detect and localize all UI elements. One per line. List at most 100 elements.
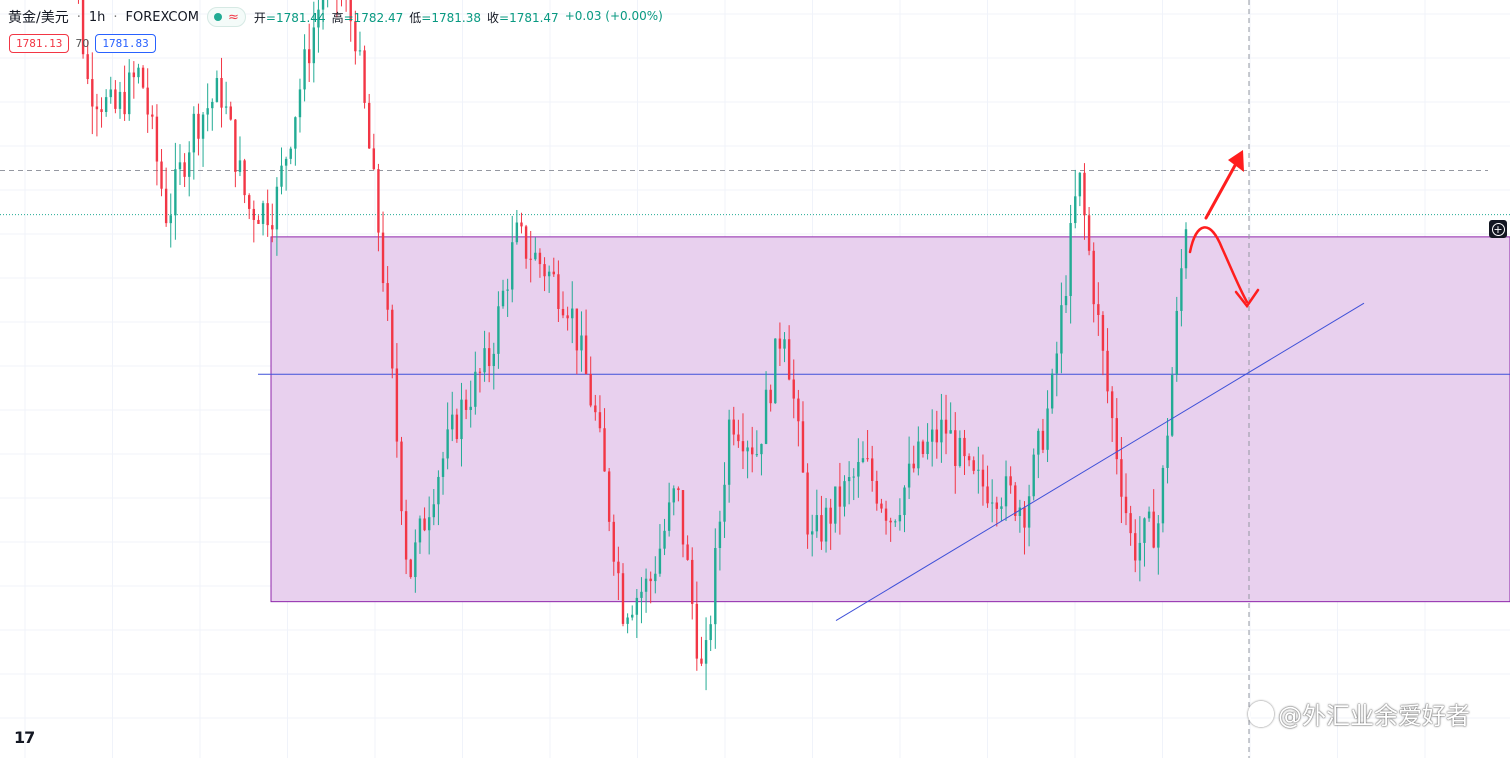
candle-body xyxy=(557,274,560,309)
candle-body xyxy=(1124,496,1128,514)
candle-body xyxy=(870,458,874,481)
annotation-down-arrow-icon xyxy=(1234,288,1260,309)
candle-body xyxy=(944,419,948,434)
candle-body xyxy=(861,458,865,462)
candle-body xyxy=(238,160,242,172)
candle-body xyxy=(824,507,828,542)
interval-label[interactable]: 1h xyxy=(88,9,106,25)
market-status-pill[interactable]: ≈ xyxy=(206,7,246,27)
candle-body xyxy=(1027,496,1031,528)
candle-body xyxy=(727,419,731,485)
candle-body xyxy=(1106,350,1109,392)
candle-body xyxy=(580,335,583,351)
candle-body xyxy=(935,429,939,443)
candle-body xyxy=(963,437,966,457)
candle-body xyxy=(903,487,906,516)
sell-price-button[interactable]: 1781.13 xyxy=(9,34,70,53)
candle-body xyxy=(547,271,551,277)
candle-body xyxy=(478,371,482,373)
candle-body xyxy=(1097,304,1100,316)
candle-body xyxy=(990,502,994,504)
symbol-name[interactable]: 黄金/美元 xyxy=(8,10,69,26)
candle-body xyxy=(977,469,980,471)
candle-body xyxy=(400,441,403,512)
candle-body xyxy=(631,614,634,618)
candle-body xyxy=(446,429,449,459)
ascending-trendline xyxy=(835,302,1365,622)
candle-body xyxy=(584,335,588,374)
candle-body xyxy=(1064,296,1068,306)
candle-body xyxy=(243,160,246,196)
candle-body xyxy=(654,573,657,582)
candle-body xyxy=(174,169,177,216)
candle-body xyxy=(1060,305,1063,354)
candle-body xyxy=(926,441,929,455)
candle-body xyxy=(640,591,643,598)
candle-body xyxy=(677,488,680,491)
candle-body xyxy=(423,518,426,531)
candle-body xyxy=(321,0,325,10)
candle-body xyxy=(367,102,371,149)
candle-body xyxy=(852,476,855,478)
candle-body xyxy=(363,50,366,103)
candle-body xyxy=(778,338,782,349)
candle-body xyxy=(658,548,662,574)
candle-body xyxy=(234,119,237,172)
candle-body xyxy=(455,414,459,440)
candle-body xyxy=(880,503,883,509)
add-alert-button[interactable]: + xyxy=(1489,220,1507,238)
candle-body xyxy=(954,430,957,466)
watermark: @外汇业余爱好者 xyxy=(1248,696,1470,731)
candle-body xyxy=(635,597,639,615)
buy-price-button[interactable]: 1781.83 xyxy=(95,34,156,53)
candle-body xyxy=(949,430,952,434)
candle-body xyxy=(1069,223,1072,297)
candle-body xyxy=(898,515,902,522)
candle-body xyxy=(981,469,985,487)
candle-body xyxy=(511,242,514,290)
candle-body xyxy=(1129,513,1132,534)
candle-body xyxy=(409,559,412,578)
candle-body xyxy=(1101,315,1105,351)
candle-body xyxy=(492,353,495,367)
candle-body xyxy=(1046,408,1049,450)
candle-body xyxy=(732,419,735,435)
weibo-swirl-icon xyxy=(1248,700,1274,727)
candle-body xyxy=(1134,533,1137,561)
candle-body xyxy=(1147,511,1151,519)
candle-body xyxy=(95,106,99,110)
candle-body xyxy=(737,434,740,442)
candle-body xyxy=(100,109,103,113)
candle-body xyxy=(529,258,532,260)
candle-body xyxy=(404,511,408,560)
market-open-dot-icon xyxy=(213,13,222,21)
candle-body xyxy=(1092,250,1095,305)
chart-header: 黄金/美元 · 1h · FOREXCOM ≈ 开=1781.44 高=1782… xyxy=(8,6,663,28)
candle-body xyxy=(1014,485,1017,516)
candle-body xyxy=(81,0,85,55)
candle-body xyxy=(1115,418,1118,460)
candle-body xyxy=(132,72,136,78)
candle-body xyxy=(224,106,228,108)
candle-body xyxy=(691,559,694,604)
candle-body xyxy=(515,222,519,243)
candle-body xyxy=(907,463,911,488)
candle-body xyxy=(372,148,376,170)
candle-body xyxy=(109,89,112,98)
candle-body xyxy=(894,521,897,523)
candle-body xyxy=(377,169,380,233)
tradingview-logo[interactable]: 17 xyxy=(14,728,35,747)
candle-body xyxy=(146,87,149,115)
candle-body xyxy=(506,289,509,291)
candle-body xyxy=(294,117,297,149)
candle-body xyxy=(1018,507,1022,516)
candle-body xyxy=(667,502,671,531)
candle-body xyxy=(1009,476,1012,486)
candle-body xyxy=(128,72,131,115)
plus-circle-icon: + xyxy=(1491,222,1505,236)
candle-body xyxy=(889,520,892,523)
candle-body xyxy=(169,215,172,224)
candle-body xyxy=(1004,476,1008,507)
candle-body xyxy=(104,97,108,113)
